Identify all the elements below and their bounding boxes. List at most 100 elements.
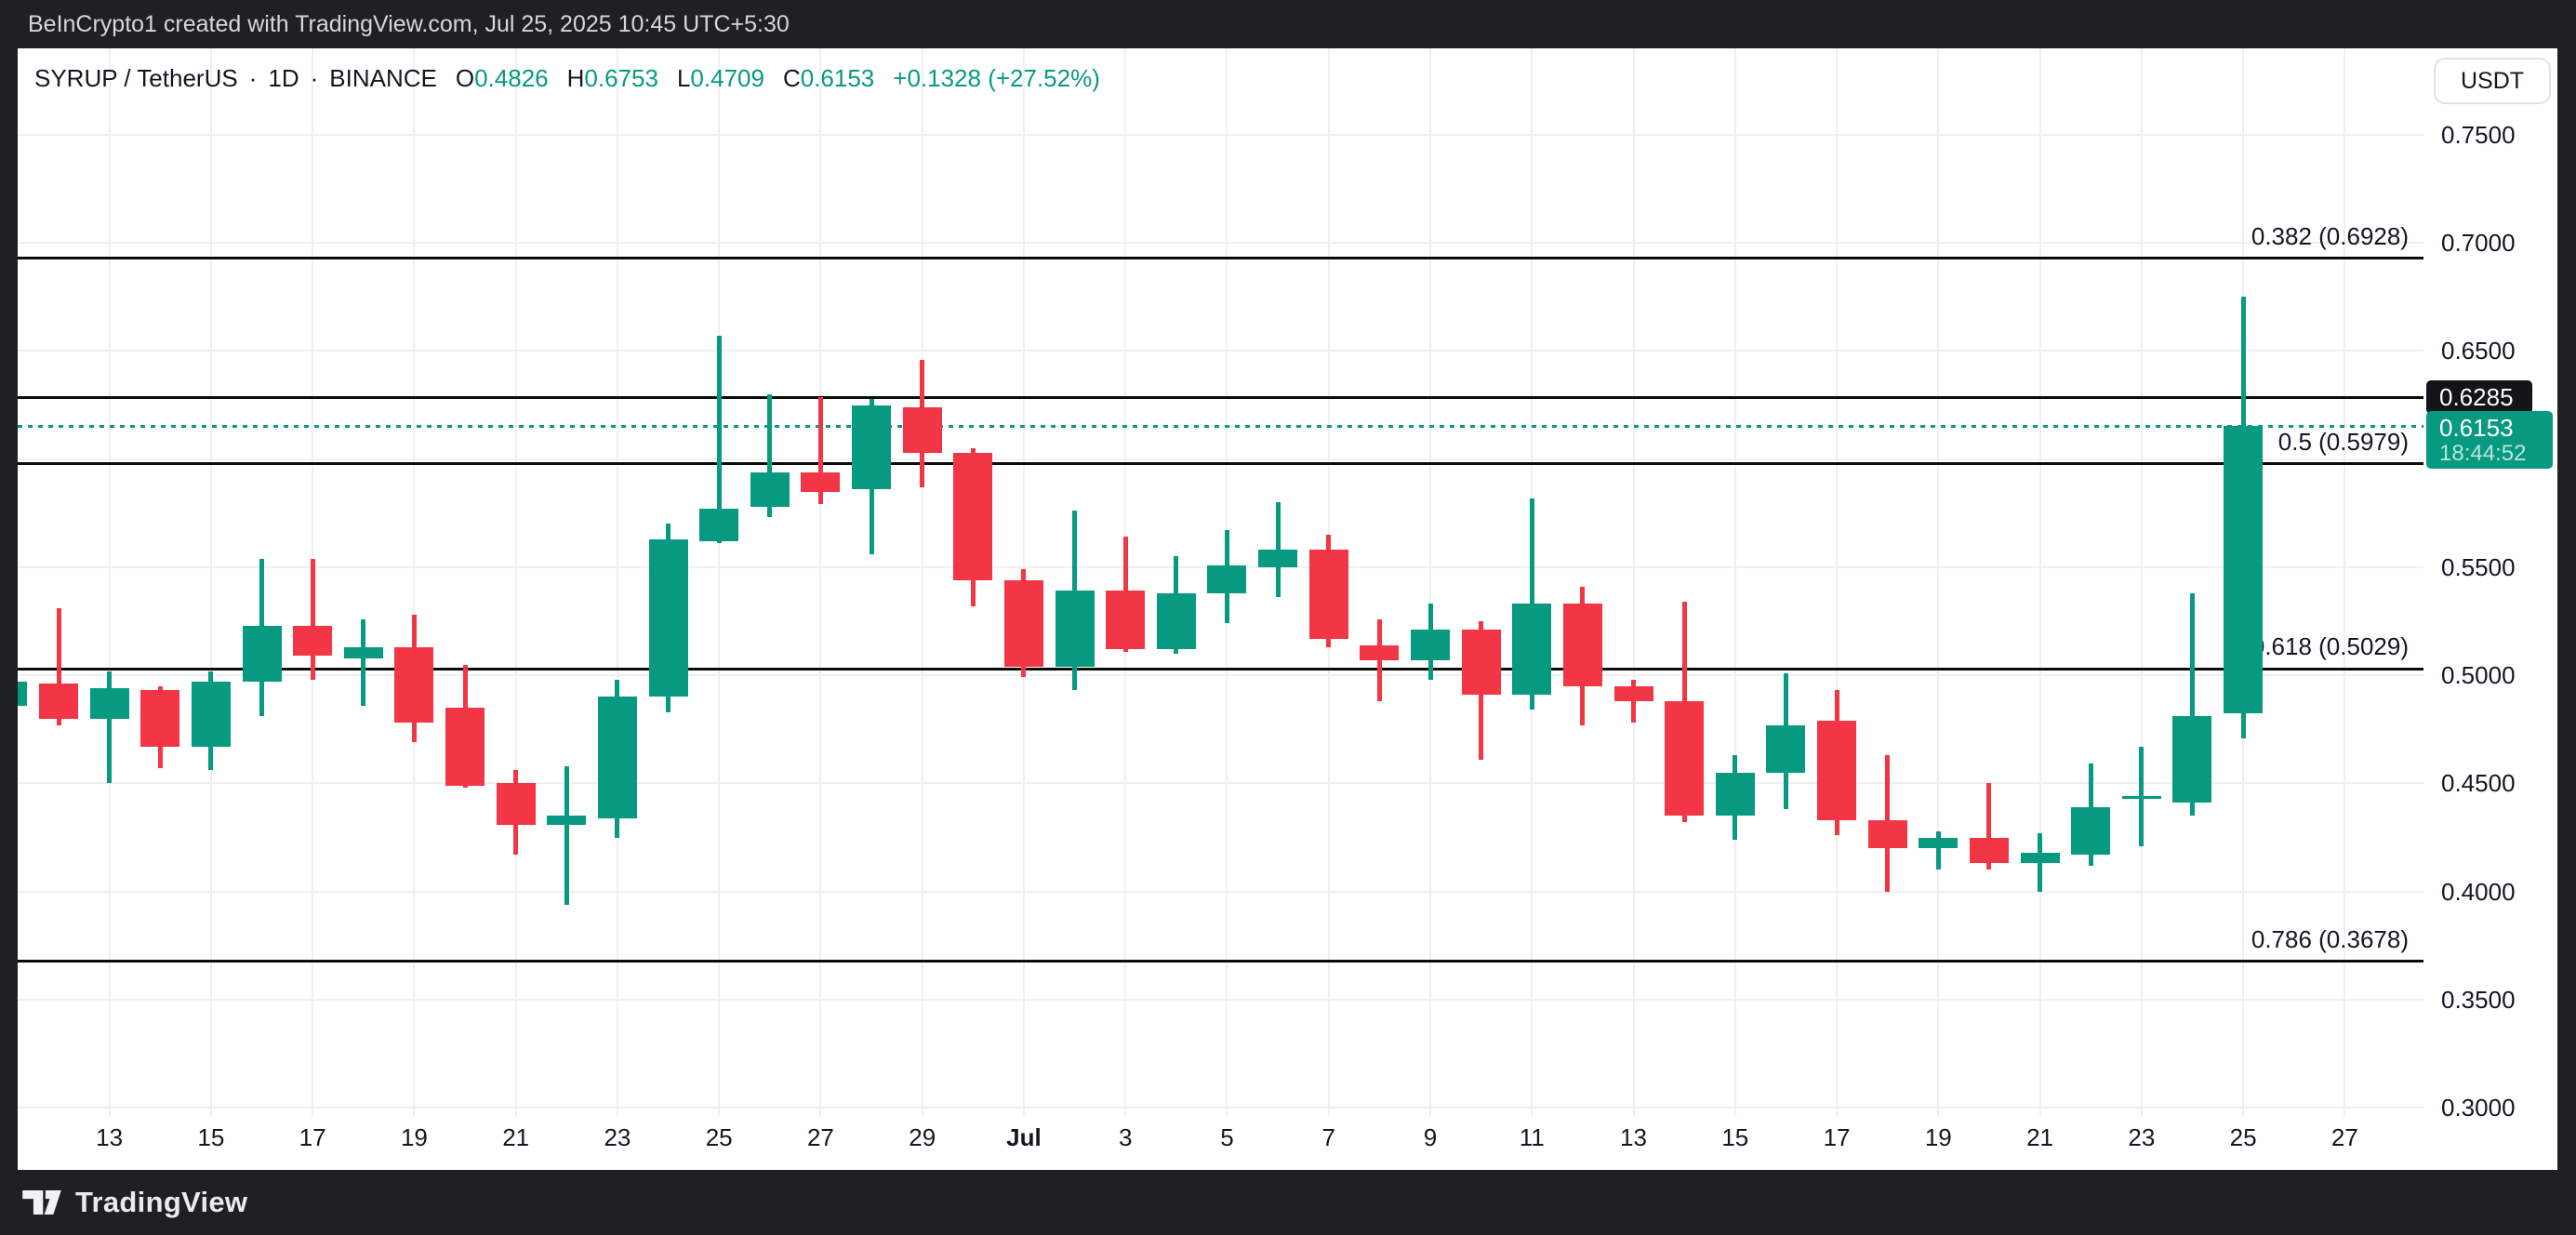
- horizontal-gridline: [18, 998, 2423, 1001]
- candle[interactable]: [1411, 630, 1450, 660]
- candle[interactable]: [1817, 720, 1857, 820]
- bar-countdown-timer: 18:44:52: [2439, 441, 2527, 467]
- candle[interactable]: [394, 646, 434, 724]
- candle-wick: [2189, 592, 2195, 817]
- time-axis-label[interactable]: 15: [1721, 1123, 1749, 1151]
- time-axis-label[interactable]: 5: [1220, 1123, 1234, 1151]
- candle[interactable]: [242, 625, 282, 683]
- price-axis-label[interactable]: 0.3500: [2441, 985, 2516, 1014]
- candle[interactable]: [18, 682, 28, 706]
- candle-wick: [767, 393, 773, 518]
- price-axis-label[interactable]: 0.6500: [2441, 337, 2516, 365]
- candle[interactable]: [343, 646, 383, 658]
- candle[interactable]: [39, 684, 78, 719]
- candle[interactable]: [1461, 630, 1501, 696]
- candle[interactable]: [1969, 837, 2009, 864]
- candle[interactable]: [1715, 772, 1755, 817]
- tradingview-logo-icon[interactable]: [22, 1190, 61, 1215]
- candle[interactable]: [852, 405, 892, 490]
- horizontal-gridline: [18, 133, 2423, 136]
- candle[interactable]: [902, 406, 942, 453]
- candle[interactable]: [1919, 837, 1959, 849]
- time-axis-label[interactable]: 7: [1321, 1123, 1335, 1151]
- price-axis-label[interactable]: 0.7500: [2441, 120, 2516, 149]
- candle[interactable]: [191, 682, 231, 747]
- candle[interactable]: [953, 452, 993, 580]
- time-axis-label[interactable]: 21: [2026, 1123, 2054, 1151]
- candle[interactable]: [699, 509, 739, 541]
- price-axis-label[interactable]: 0.7000: [2441, 229, 2516, 258]
- legend-symbol[interactable]: SYRUP / TetherUS: [34, 64, 238, 92]
- vertical-gridline: [921, 48, 923, 1116]
- candle[interactable]: [801, 471, 841, 492]
- chart-area[interactable]: 0.382 (0.6928) 0.5 (0.5979) 0.618 (0.5029)…: [18, 48, 2557, 1170]
- time-axis-label[interactable]: Jul: [1006, 1123, 1042, 1151]
- currency-toggle-button[interactable]: USDT: [2434, 58, 2551, 104]
- time-axis-label[interactable]: 25: [705, 1123, 733, 1151]
- time-axis-label[interactable]: 19: [1924, 1123, 1952, 1151]
- candle[interactable]: [2172, 716, 2212, 803]
- time-axis-label[interactable]: 19: [400, 1123, 428, 1151]
- price-axis-label[interactable]: 0.4500: [2441, 769, 2516, 798]
- tradingview-brand-text[interactable]: TradingView: [75, 1186, 248, 1218]
- candle[interactable]: [496, 783, 536, 825]
- candle[interactable]: [547, 816, 587, 825]
- candle-wick: [716, 336, 722, 544]
- last-price-value: 0.6153: [2439, 414, 2514, 443]
- candle[interactable]: [1665, 701, 1705, 817]
- time-axis-label[interactable]: 29: [909, 1123, 936, 1151]
- plot-canvas[interactable]: 0.382 (0.6928) 0.5 (0.5979) 0.618 (0.5029)…: [18, 48, 2557, 1170]
- resistance-price-value: 0.6285: [2439, 383, 2514, 412]
- candle[interactable]: [1106, 591, 1146, 650]
- candle[interactable]: [1308, 550, 1348, 639]
- candle[interactable]: [2224, 426, 2264, 713]
- legend-open: O0.4826: [455, 64, 549, 92]
- candle[interactable]: [648, 538, 688, 697]
- candle-wick: [1376, 618, 1382, 702]
- candle[interactable]: [1867, 819, 1907, 849]
- candle[interactable]: [89, 688, 129, 719]
- header-bar: BeInCrypto1 created with TradingView.com…: [0, 0, 2576, 48]
- time-axis-label[interactable]: 11: [1519, 1123, 1545, 1151]
- candle[interactable]: [1258, 550, 1298, 567]
- time-axis-label[interactable]: 21: [502, 1123, 530, 1151]
- fib-level-line: [18, 960, 2423, 963]
- candle[interactable]: [1003, 579, 1043, 667]
- time-axis-label[interactable]: 23: [604, 1123, 631, 1151]
- candle[interactable]: [1156, 592, 1196, 650]
- candle[interactable]: [1562, 604, 1602, 686]
- fib-level-line: [18, 257, 2423, 260]
- price-axis-label[interactable]: 0.5000: [2441, 661, 2516, 690]
- legend-interval[interactable]: 1D: [268, 64, 299, 92]
- candle[interactable]: [1512, 604, 1552, 696]
- candle[interactable]: [1613, 685, 1653, 702]
- candle-wick: [310, 558, 315, 680]
- price-axis-label[interactable]: 0.4000: [2441, 877, 2516, 906]
- time-axis-label[interactable]: 9: [1423, 1123, 1438, 1151]
- candle[interactable]: [750, 471, 790, 507]
- candle[interactable]: [597, 697, 637, 818]
- time-axis-label[interactable]: 13: [96, 1123, 124, 1151]
- candle[interactable]: [1766, 724, 1806, 773]
- time-axis-label[interactable]: 27: [806, 1123, 834, 1151]
- price-axis-label[interactable]: 0.5500: [2441, 552, 2516, 581]
- candle[interactable]: [2071, 806, 2111, 856]
- time-axis-label[interactable]: 27: [2330, 1123, 2358, 1151]
- candle[interactable]: [1360, 644, 1400, 660]
- fib-level-label: 0.786 (0.3678): [2251, 924, 2409, 953]
- candle[interactable]: [1055, 591, 1095, 667]
- time-axis-label[interactable]: 15: [197, 1123, 225, 1151]
- candle[interactable]: [445, 708, 485, 786]
- candle[interactable]: [293, 625, 333, 657]
- time-axis-label[interactable]: 17: [1823, 1123, 1851, 1151]
- time-axis-label[interactable]: 23: [2128, 1123, 2156, 1151]
- candle[interactable]: [2121, 796, 2161, 800]
- time-axis-label[interactable]: 13: [1620, 1123, 1647, 1151]
- candle[interactable]: [140, 690, 180, 747]
- candle[interactable]: [1207, 564, 1247, 593]
- candle[interactable]: [2020, 852, 2060, 864]
- price-axis-label[interactable]: 0.3000: [2441, 1094, 2516, 1122]
- time-axis-label[interactable]: 3: [1118, 1123, 1133, 1151]
- time-axis-label[interactable]: 17: [299, 1123, 326, 1151]
- time-axis-label[interactable]: 25: [2229, 1123, 2257, 1151]
